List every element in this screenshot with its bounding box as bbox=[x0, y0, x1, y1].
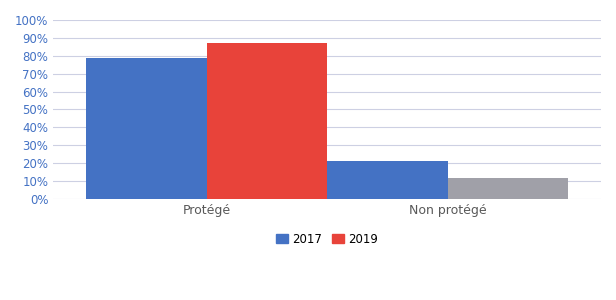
Legend: 2017, 2019: 2017, 2019 bbox=[271, 228, 383, 250]
Bar bbox=[327, 161, 448, 199]
Bar bbox=[206, 43, 327, 199]
Bar bbox=[86, 58, 206, 199]
Bar bbox=[448, 178, 568, 199]
